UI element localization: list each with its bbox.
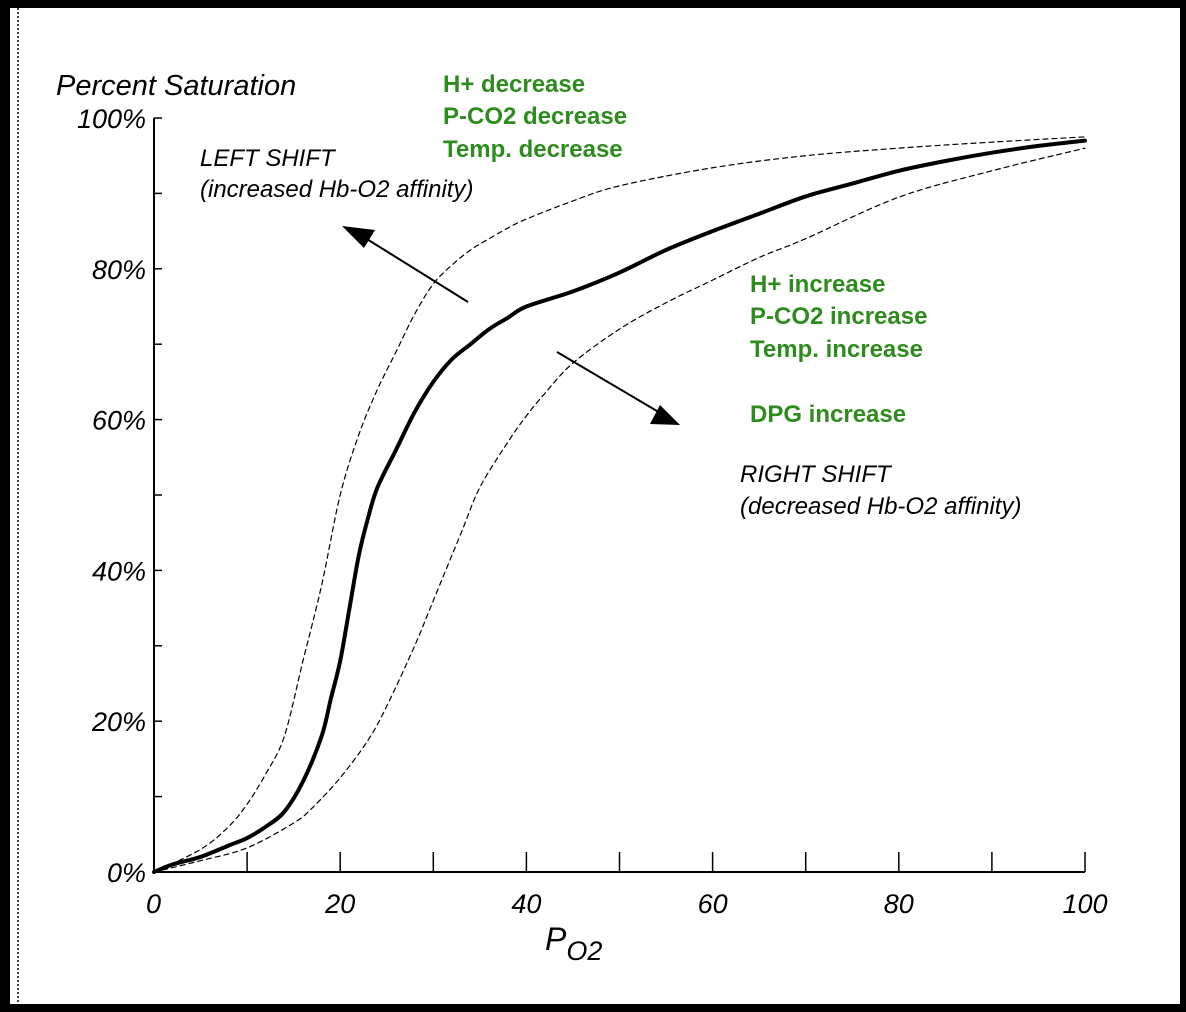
frame-right-border (1180, 0, 1186, 1012)
x-axis-label-sub: O2 (566, 936, 602, 966)
frame-top-border (0, 0, 1186, 8)
left-shift-title: LEFT SHIFT (200, 145, 337, 172)
frame-left-border (0, 0, 10, 1012)
y-tick-label: 60% (92, 406, 146, 436)
left-shift-arrow-line (361, 235, 469, 303)
x-tick-labels: 0 20 40 60 80 100 (146, 889, 1108, 919)
right-shift-arrow-head (650, 405, 680, 425)
x-tick-label: 80 (884, 889, 914, 919)
right-effect-3: Temp. increase (750, 336, 923, 363)
y-tick-label: 80% (92, 255, 146, 285)
y-tick-label: 0% (107, 858, 146, 888)
normal-saturation-curve (152, 138, 1087, 874)
x-axis-label-main: P (545, 921, 567, 957)
dashed-shifted-curve (153, 136, 1086, 873)
y-tick-label: 100% (77, 104, 146, 134)
left-effect-2: P-CO2 decrease (443, 103, 627, 130)
x-tick-label: 0 (146, 889, 161, 919)
right-effect-1: H+ increase (750, 271, 885, 298)
x-axis-label: PO2 (545, 921, 602, 966)
right-shift-title: RIGHT SHIFT (740, 461, 893, 488)
left-effect-1: H+ decrease (443, 71, 585, 98)
right-shift-arrow-line (556, 351, 663, 415)
left-effect-3: Temp. decrease (443, 136, 623, 163)
y-tick-label: 20% (91, 707, 146, 737)
frame-bottom-border (0, 1004, 1186, 1012)
y-axis-label: Percent Saturation (56, 70, 296, 102)
left-shift-arrow-head (342, 226, 375, 248)
x-tick-label: 60 (698, 889, 728, 919)
right-effect-2: P-CO2 increase (750, 303, 927, 330)
left-shift-subtitle: (increased Hb-O2 affinity) (200, 176, 473, 203)
right-shift-subtitle: (decreased Hb-O2 affinity) (740, 493, 1021, 520)
x-tick-label: 20 (324, 889, 355, 919)
dpg-effect: DPG increase (750, 401, 906, 428)
x-tick-label: 100 (1062, 889, 1107, 919)
y-minor-ticks (154, 117, 162, 873)
dashed-shifted-curve (153, 147, 1086, 873)
y-tick-labels: 0% 20% 40% 60% 80% 100% (77, 104, 146, 888)
curves (152, 136, 1087, 874)
y-tick-label: 40% (92, 556, 146, 586)
x-minor-ticks (153, 852, 1086, 872)
x-tick-label: 40 (511, 889, 541, 919)
